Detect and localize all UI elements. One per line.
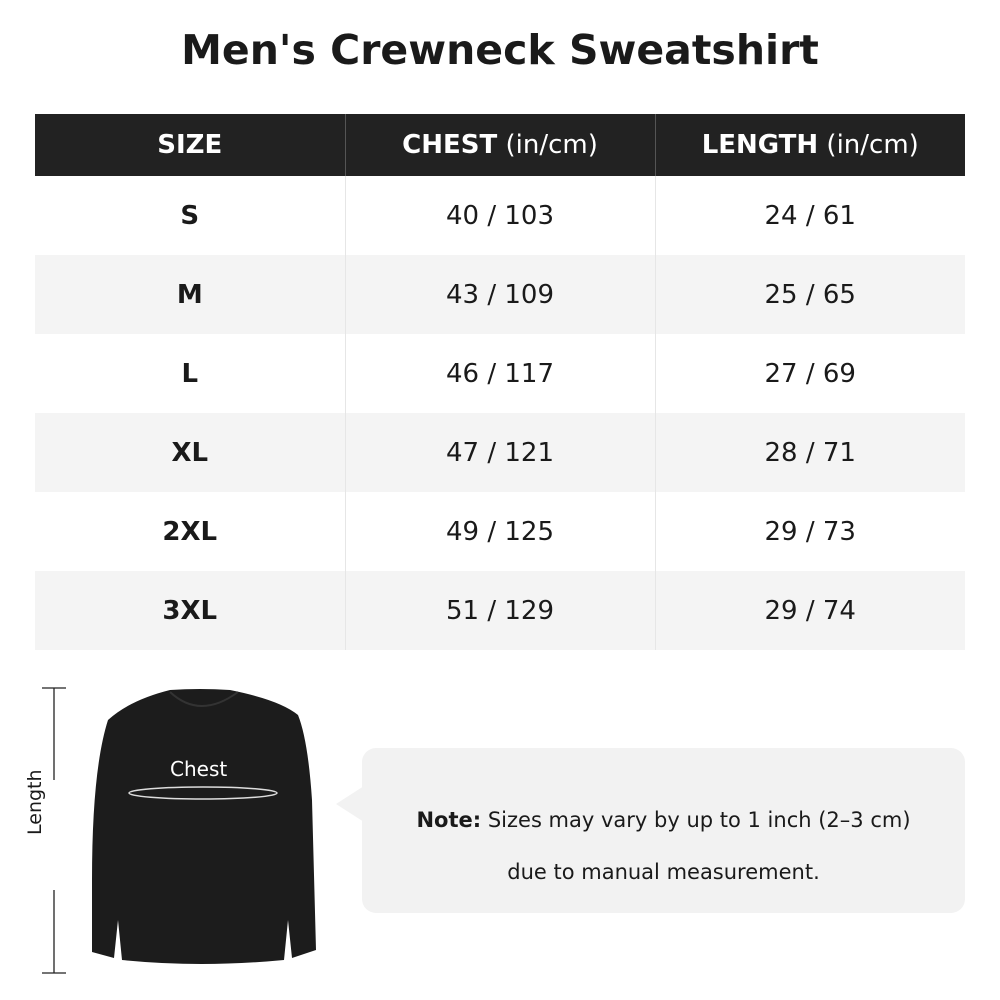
note-line-1: Note: Sizes may vary by up to 1 inch (2–… bbox=[362, 794, 965, 846]
header-chest: CHEST (in/cm) bbox=[345, 114, 656, 176]
header-length-label: LENGTH bbox=[701, 130, 819, 160]
table-row: 2XL 49 / 125 29 / 73 bbox=[35, 492, 965, 571]
length-cell: 24 / 61 bbox=[764, 200, 856, 231]
table-row: 3XL 51 / 129 29 / 74 bbox=[35, 571, 965, 650]
note-box: Note: Sizes may vary by up to 1 inch (2–… bbox=[362, 748, 965, 913]
note-line-2: due to manual measurement. bbox=[507, 860, 820, 884]
sweatshirt-body bbox=[92, 689, 316, 964]
sweatshirt-collar bbox=[169, 691, 239, 707]
chest-measure-ellipse bbox=[128, 786, 278, 800]
table-header-row: SIZE CHEST (in/cm) LENGTH (in/cm) bbox=[35, 114, 965, 176]
chest-cell: 47 / 121 bbox=[345, 413, 656, 492]
header-size: SIZE bbox=[35, 114, 346, 176]
size-cell: 2XL bbox=[35, 492, 346, 571]
chest-cell: 51 / 129 bbox=[345, 571, 656, 650]
chest-label: Chest bbox=[170, 757, 228, 781]
header-length: LENGTH (in/cm) bbox=[655, 114, 965, 176]
length-cell: 29 / 73 bbox=[764, 516, 856, 547]
size-cell: 3XL bbox=[35, 571, 346, 650]
note-label: Note: bbox=[416, 808, 482, 832]
note-text-1: Sizes may vary by up to 1 inch (2–3 cm) bbox=[481, 808, 911, 832]
length-cell: 27 / 69 bbox=[764, 358, 856, 389]
length-label: Length bbox=[24, 769, 46, 835]
size-cell: L bbox=[35, 334, 346, 413]
size-cell: M bbox=[35, 255, 346, 334]
length-cell: 25 / 65 bbox=[655, 255, 965, 334]
table-row: S 40 / 103 24 / 61 bbox=[35, 176, 965, 255]
header-chest-label: CHEST bbox=[402, 130, 498, 160]
page-title: Men's Crewneck Sweatshirt bbox=[181, 26, 819, 74]
header-chest-unit: (in/cm) bbox=[497, 130, 598, 160]
table-row: M 43 / 109 25 / 65 bbox=[35, 255, 965, 334]
size-cell: XL bbox=[35, 413, 346, 492]
length-measure-line bbox=[42, 687, 66, 974]
sweatshirt-illustration bbox=[42, 687, 316, 974]
size-chart-table: SIZE CHEST (in/cm) LENGTH (in/cm) S 40 / … bbox=[35, 114, 965, 650]
note-bubble-tail bbox=[336, 786, 364, 822]
header-size-label: SIZE bbox=[157, 130, 223, 160]
size-cell: S bbox=[35, 176, 346, 255]
table-row: XL 47 / 121 28 / 71 bbox=[35, 413, 965, 492]
chest-cell: 40 / 103 bbox=[345, 176, 656, 255]
length-cell: 28 / 71 bbox=[655, 413, 965, 492]
length-cell: 29 / 74 bbox=[655, 571, 965, 650]
header-length-unit: (in/cm) bbox=[818, 130, 919, 160]
chest-cell: 49 / 125 bbox=[345, 492, 656, 571]
table-row: L 46 / 117 27 / 69 bbox=[35, 334, 965, 413]
chest-cell: 46 / 117 bbox=[345, 334, 656, 413]
chest-cell: 43 / 109 bbox=[345, 255, 656, 334]
